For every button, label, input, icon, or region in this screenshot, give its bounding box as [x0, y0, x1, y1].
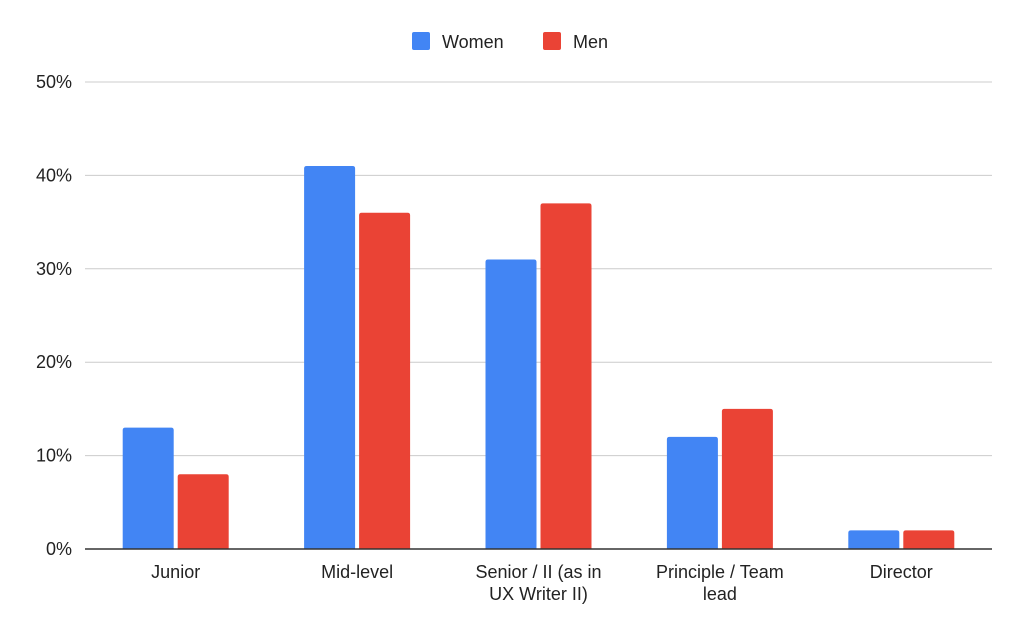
bars: [122, 166, 955, 550]
x-tick-label: Senior / II (as in UX Writer II): [475, 562, 601, 604]
bar-women: [122, 427, 174, 549]
bar-women: [485, 259, 537, 549]
y-tick-label: 30%: [36, 259, 72, 279]
legend-label: Men: [573, 32, 608, 52]
x-tick-label: Mid-level: [321, 562, 393, 582]
bar-men: [903, 530, 955, 549]
y-tick-label: 20%: [36, 352, 72, 372]
bar-men: [359, 212, 411, 549]
bar-women: [848, 530, 900, 549]
bar-men: [721, 408, 773, 549]
legend-swatch-men: [543, 32, 561, 50]
legend-swatch-women: [412, 32, 430, 50]
y-tick-label: 40%: [36, 165, 72, 185]
bar-men: [540, 203, 592, 550]
bar-women: [304, 166, 356, 549]
bar-men: [177, 474, 229, 549]
bar-women: [666, 436, 718, 549]
y-tick-label: 10%: [36, 446, 72, 466]
y-tick-label: 0%: [46, 539, 72, 559]
x-axis: Junior Mid-level Senior / II (as in UX Writ…: [85, 548, 992, 604]
legend: Women Men: [412, 32, 608, 52]
x-tick-label: Principle / Team lead: [656, 562, 784, 604]
y-tick-label: 50%: [36, 72, 72, 92]
legend-label: Women: [442, 32, 504, 52]
y-axis: 0% 10% 20% 30% 40% 50%: [36, 72, 72, 559]
x-tick-label: Junior: [151, 562, 200, 582]
x-tick-label: Director: [870, 562, 933, 582]
gridlines: [85, 81, 992, 457]
